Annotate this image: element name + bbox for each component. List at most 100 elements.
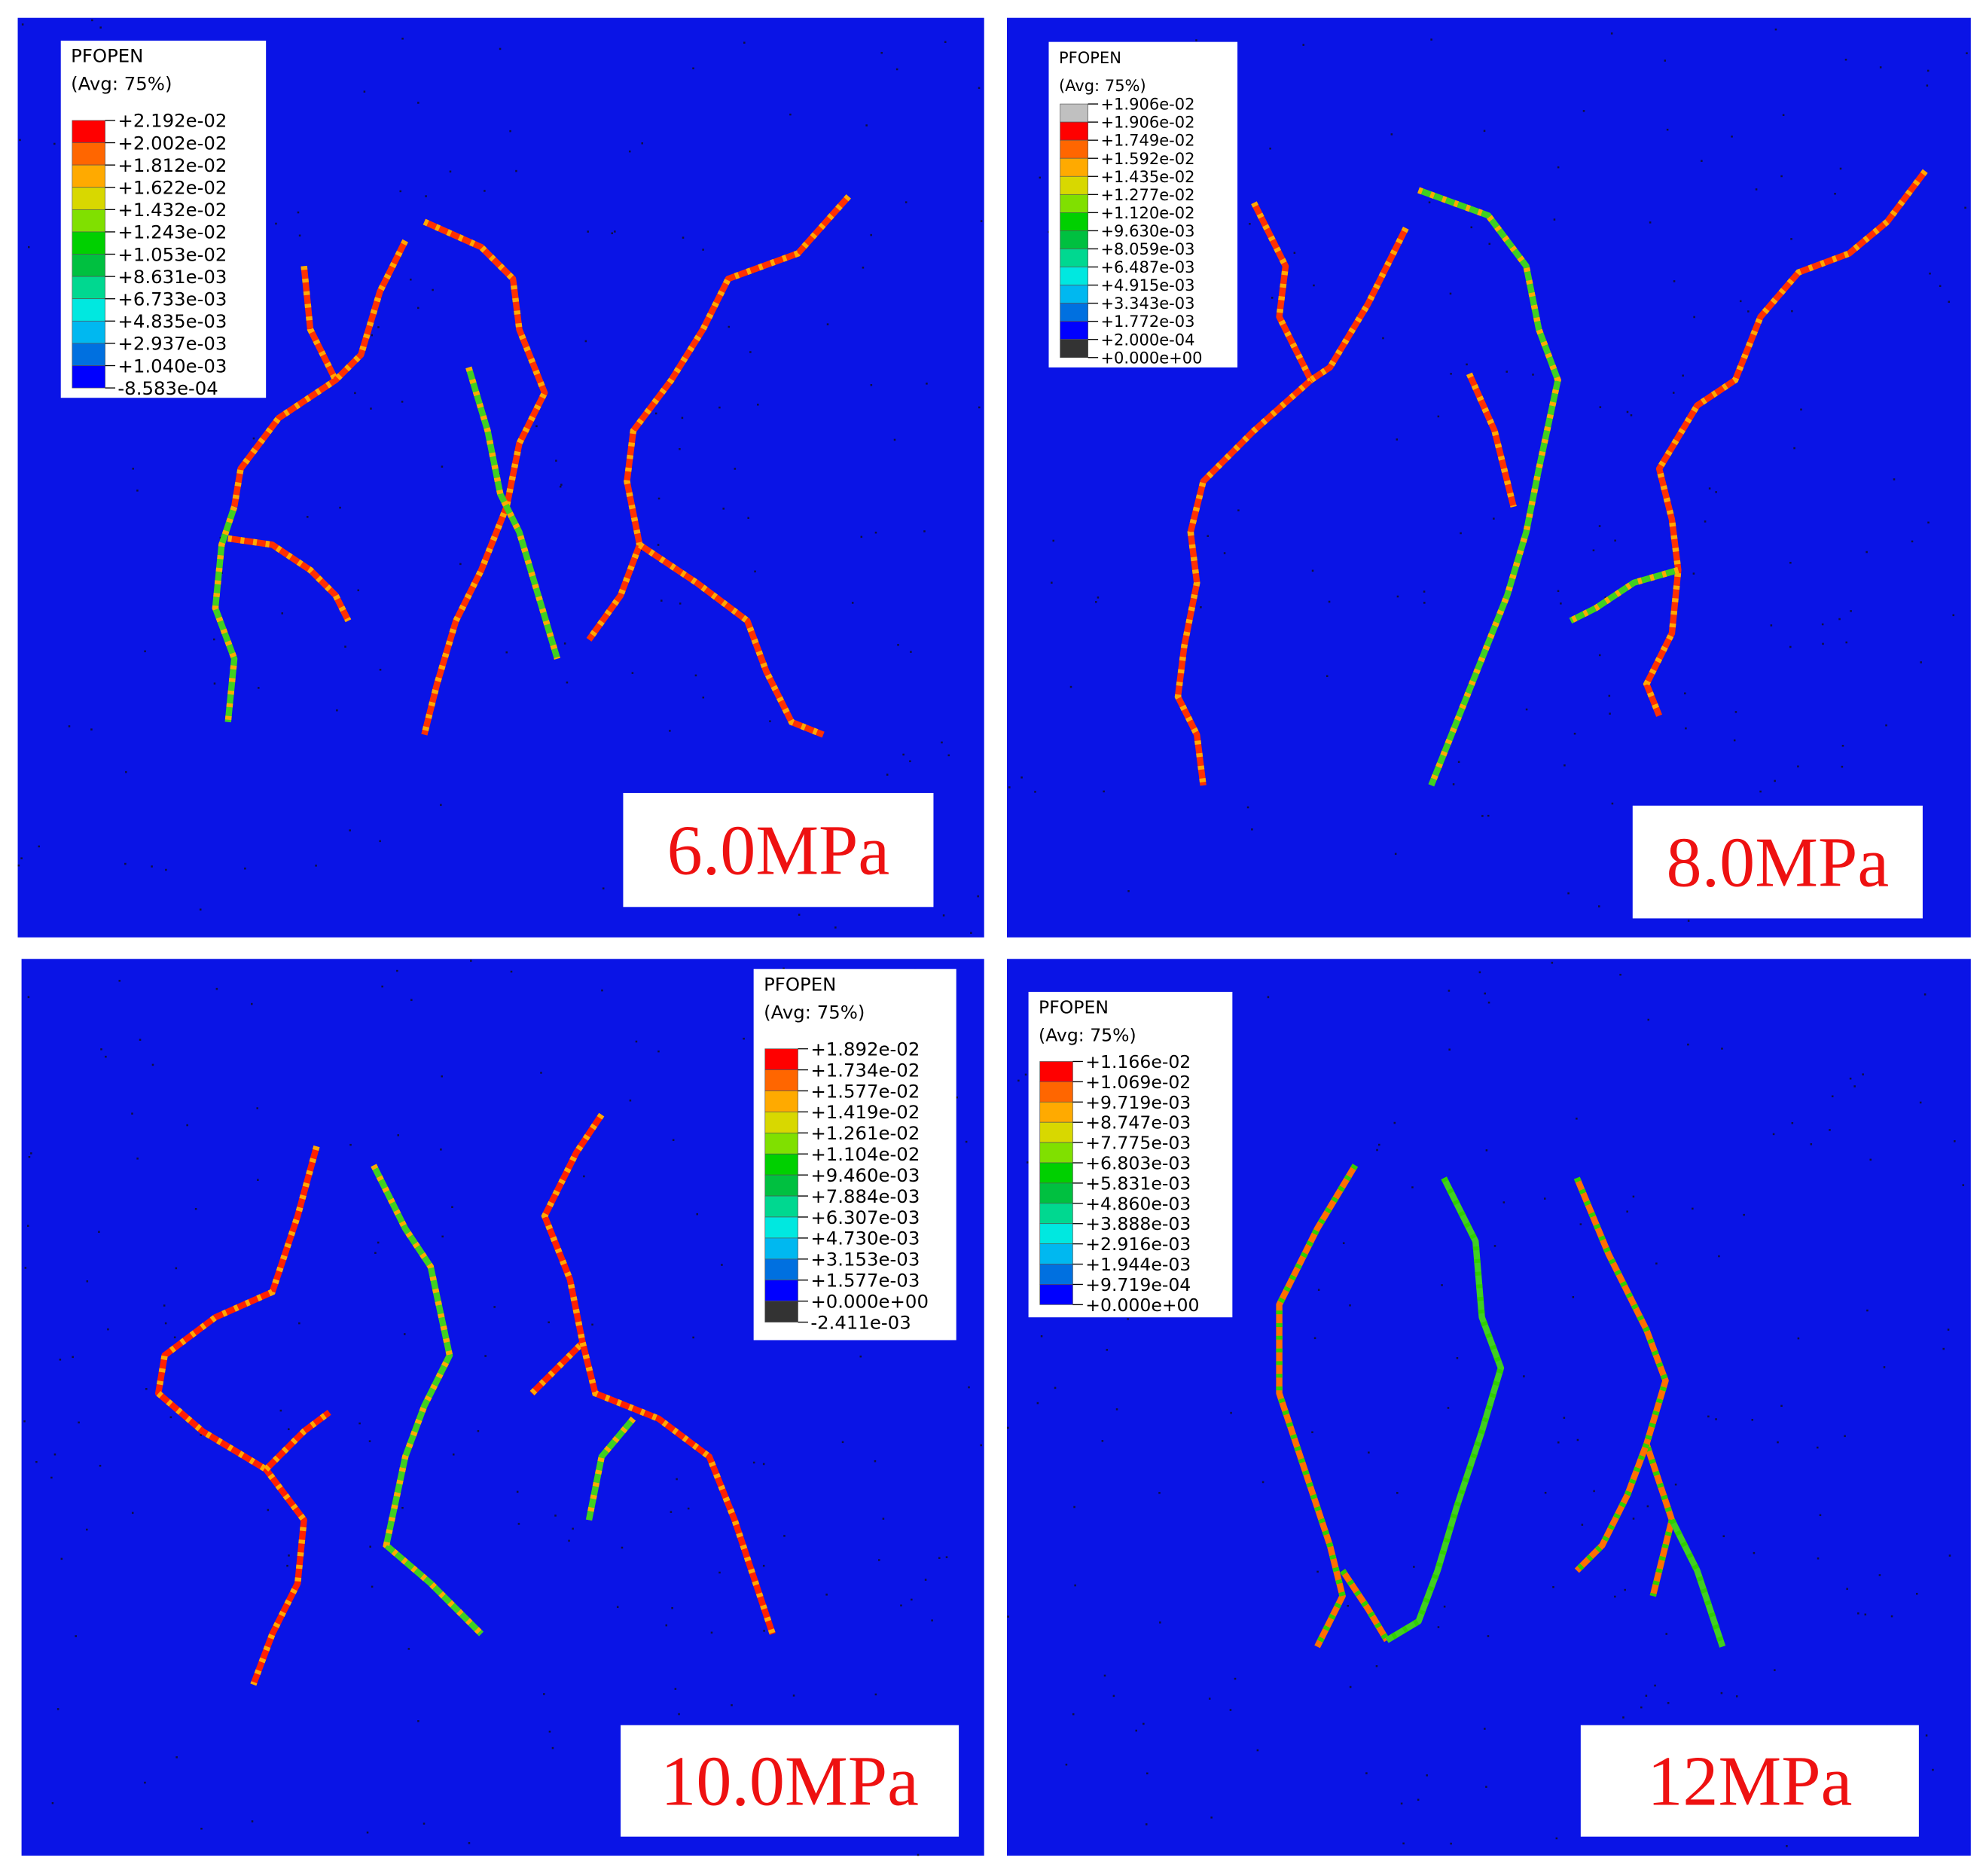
speckle: [614, 230, 616, 233]
speckle: [1426, 1774, 1428, 1777]
speckle: [1655, 1262, 1658, 1265]
speckle: [629, 1099, 632, 1102]
speckle: [144, 650, 146, 653]
speckle: [1024, 1073, 1027, 1076]
legend-level: +6.733e-03: [117, 288, 227, 310]
legend-level: +2.937e-03: [117, 333, 227, 355]
speckle: [86, 1280, 89, 1283]
speckle: [783, 1535, 786, 1537]
speckle: [1790, 238, 1792, 240]
speckle: [423, 1823, 426, 1825]
speckle: [371, 334, 374, 337]
speckle: [125, 770, 127, 773]
speckle: [1145, 1823, 1148, 1826]
speckle: [27, 996, 30, 999]
legend-swatch: [1060, 285, 1088, 304]
legend-level: +1.906e-02: [1100, 113, 1194, 132]
speckle: [1051, 581, 1053, 584]
speckle: [554, 1515, 557, 1517]
speckle: [1313, 284, 1315, 287]
legend-swatch: [764, 1048, 798, 1070]
speckle: [1841, 765, 1844, 768]
speckle: [752, 1461, 755, 1464]
speckle: [1849, 1077, 1852, 1080]
speckle: [1927, 69, 1930, 72]
speckle: [762, 1564, 765, 1567]
legend-level: +4.835e-03: [117, 310, 227, 332]
crack-dash: [230, 265, 340, 508]
speckle: [1614, 1595, 1616, 1598]
legend-swatch: [72, 231, 105, 255]
legend-level: +1.592e-02: [1100, 149, 1194, 168]
speckle: [1626, 1210, 1628, 1213]
speckle: [611, 232, 613, 234]
speckle: [425, 195, 427, 197]
speckle: [199, 908, 202, 911]
speckle: [1525, 708, 1528, 711]
speckle: [834, 926, 837, 929]
speckle: [1919, 1101, 1922, 1104]
speckle: [1774, 28, 1777, 31]
speckle: [1598, 654, 1601, 657]
speckle: [28, 1155, 31, 1158]
speckle: [1846, 1588, 1848, 1591]
speckle: [1456, 1357, 1459, 1359]
legend-swatch: [764, 1237, 798, 1260]
speckle: [1551, 962, 1554, 964]
speckle: [882, 1518, 885, 1520]
speckle: [132, 468, 134, 470]
speckle: [1774, 1669, 1776, 1671]
speckle: [1072, 1713, 1075, 1716]
speckle: [186, 1124, 188, 1127]
speckle: [1850, 610, 1852, 612]
legend-level: +8.631e-03: [117, 266, 227, 288]
speckle: [1523, 1375, 1525, 1377]
legend-swatch: [764, 1195, 798, 1218]
crack-dash: [264, 1409, 331, 1472]
speckle: [1685, 727, 1687, 730]
speckle: [1715, 491, 1717, 493]
speckle: [1682, 374, 1684, 377]
speckle: [1450, 373, 1452, 375]
speckle: [572, 1527, 574, 1530]
speckle: [1159, 1621, 1161, 1624]
legend-level: +1.069e-02: [1085, 1072, 1191, 1093]
speckle: [1208, 1698, 1211, 1700]
speckle: [1810, 1143, 1813, 1145]
speckle: [1400, 1802, 1403, 1805]
speckle: [169, 1416, 172, 1419]
speckle: [911, 1598, 913, 1601]
speckle: [59, 1359, 62, 1361]
speckle: [1735, 1695, 1738, 1698]
speckle: [591, 1323, 593, 1326]
legend-swatch: [1039, 1203, 1073, 1225]
speckle: [1608, 694, 1611, 697]
speckle: [407, 1648, 410, 1650]
speckle: [1342, 1242, 1345, 1244]
speckle: [692, 1336, 694, 1339]
legend-swatch: [764, 1216, 798, 1239]
speckle: [1952, 614, 1955, 617]
speckle: [902, 753, 905, 756]
speckle: [468, 1842, 471, 1844]
speckle: [1229, 1709, 1232, 1711]
speckle: [978, 87, 981, 90]
crack-dash: [579, 1341, 776, 1635]
legend-subtitle: (Avg: 75%): [1059, 76, 1146, 95]
speckle: [1487, 1001, 1490, 1004]
legend-swatch: [1060, 321, 1088, 340]
speckle: [1687, 1043, 1689, 1046]
speckle: [1715, 1418, 1717, 1420]
speckle: [1793, 447, 1795, 450]
speckle: [91, 19, 93, 22]
speckle: [56, 1708, 59, 1710]
speckle: [1543, 1197, 1546, 1200]
speckle: [731, 1704, 733, 1707]
legend-swatch: [1039, 1121, 1073, 1143]
speckle: [672, 1139, 675, 1142]
speckle: [118, 980, 121, 982]
speckle: [1485, 1786, 1487, 1788]
speckle: [1349, 1685, 1352, 1688]
legend-title: PFOPEN: [71, 45, 143, 67]
speckle: [470, 959, 472, 962]
